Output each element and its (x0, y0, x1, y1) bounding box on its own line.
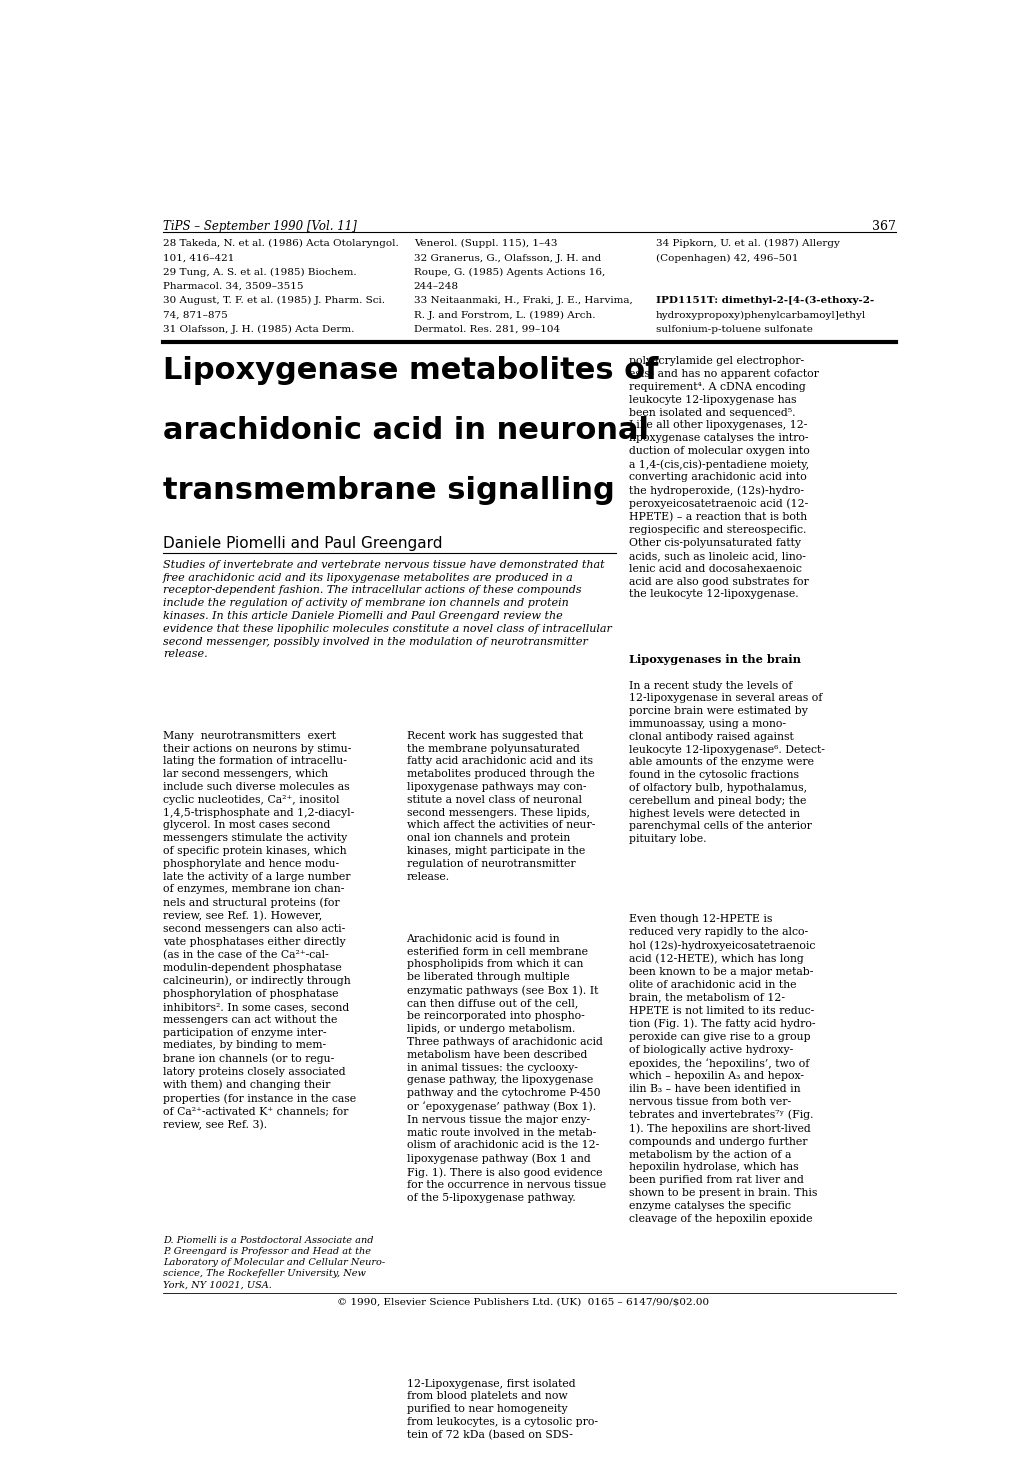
Text: arachidonic acid in neuronal: arachidonic acid in neuronal (163, 416, 648, 446)
Text: Pharmacol. 34, 3509–3515: Pharmacol. 34, 3509–3515 (163, 281, 304, 292)
Text: 367: 367 (871, 219, 895, 233)
Text: Lipoxygenases in the brain: Lipoxygenases in the brain (629, 655, 801, 665)
Text: Many  neurotransmitters  exert
their actions on neurons by stimu-
lating the for: Many neurotransmitters exert their actio… (163, 730, 356, 1130)
Text: In a recent study the levels of
12-lipoxygenase in several areas of
porcine brai: In a recent study the levels of 12-lipox… (629, 681, 824, 844)
Text: D. Piomelli is a Postdoctoral Associate and
P. Greengard is Professor and Head a: D. Piomelli is a Postdoctoral Associate … (163, 1237, 385, 1290)
Text: 12-Lipoxygenase, first isolated
from blood platelets and now
purified to near ho: 12-Lipoxygenase, first isolated from blo… (407, 1379, 597, 1440)
Text: 101, 416–421: 101, 416–421 (163, 253, 234, 262)
Text: Even though 12-HPETE is
reduced very rapidly to the alco-
hol (12s)-hydroxyeicos: Even though 12-HPETE is reduced very rap… (629, 914, 817, 1223)
Text: 31 Olafsson, J. H. (1985) Acta Derm.: 31 Olafsson, J. H. (1985) Acta Derm. (163, 324, 354, 333)
Text: 32 Granerus, G., Olafsson, J. H. and: 32 Granerus, G., Olafsson, J. H. and (414, 253, 600, 262)
Text: 29 Tung, A. S. et al. (1985) Biochem.: 29 Tung, A. S. et al. (1985) Biochem. (163, 268, 357, 277)
Text: sulfonium-p-toluene sulfonate: sulfonium-p-toluene sulfonate (655, 324, 811, 333)
Text: 30 August, T. F. et al. (1985) J. Pharm. Sci.: 30 August, T. F. et al. (1985) J. Pharm.… (163, 296, 385, 305)
Text: R. J. and Forstrom, L. (1989) Arch.: R. J. and Forstrom, L. (1989) Arch. (414, 311, 594, 320)
Text: Studies of invertebrate and vertebrate nervous tissue have demonstrated that
fre: Studies of invertebrate and vertebrate n… (163, 560, 611, 659)
Text: © 1990, Elsevier Science Publishers Ltd. (UK)  0165 – 6147/90/$02.00: © 1990, Elsevier Science Publishers Ltd.… (336, 1297, 708, 1306)
Text: Dermatol. Res. 281, 99–104: Dermatol. Res. 281, 99–104 (414, 324, 559, 333)
Text: TiPS – September 1990 [Vol. 11]: TiPS – September 1990 [Vol. 11] (163, 219, 357, 233)
Text: Recent work has suggested that
the membrane polyunsaturated
fatty acid arachidon: Recent work has suggested that the membr… (407, 730, 594, 881)
Text: polyacrylamide gel electrophor-
esis) and has no apparent cofactor
requirement⁴.: polyacrylamide gel electrophor- esis) an… (629, 355, 818, 600)
Text: IPD1151T: dimethyl-2-[4-(3-ethoxy-2-: IPD1151T: dimethyl-2-[4-(3-ethoxy-2- (655, 296, 873, 305)
Text: 28 Takeda, N. et al. (1986) Acta Otolaryngol.: 28 Takeda, N. et al. (1986) Acta Otolary… (163, 240, 398, 249)
Text: 244–248: 244–248 (414, 281, 459, 292)
Text: transmembrane signalling: transmembrane signalling (163, 477, 614, 505)
Text: 34 Pipkorn, U. et al. (1987) Allergy: 34 Pipkorn, U. et al. (1987) Allergy (655, 240, 839, 249)
Text: Daniele Piomelli and Paul Greengard: Daniele Piomelli and Paul Greengard (163, 536, 442, 551)
Text: hydroxypropoxy)phenylcarbamoyl]ethyl: hydroxypropoxy)phenylcarbamoyl]ethyl (655, 311, 865, 320)
Text: Roupe, G. (1985) Agents Actions 16,: Roupe, G. (1985) Agents Actions 16, (414, 268, 604, 277)
Text: 33 Neitaanmaki, H., Fraki, J. E., Harvima,: 33 Neitaanmaki, H., Fraki, J. E., Harvim… (414, 296, 632, 305)
Text: Arachidonic acid is found in
esterified form in cell membrane
phospholipids from: Arachidonic acid is found in esterified … (407, 935, 605, 1203)
Text: Lipoxygenase metabolites of: Lipoxygenase metabolites of (163, 355, 658, 385)
Text: (Copenhagen) 42, 496–501: (Copenhagen) 42, 496–501 (655, 253, 797, 262)
Text: Venerol. (Suppl. 115), 1–43: Venerol. (Suppl. 115), 1–43 (414, 240, 556, 249)
Text: 74, 871–875: 74, 871–875 (163, 311, 227, 320)
